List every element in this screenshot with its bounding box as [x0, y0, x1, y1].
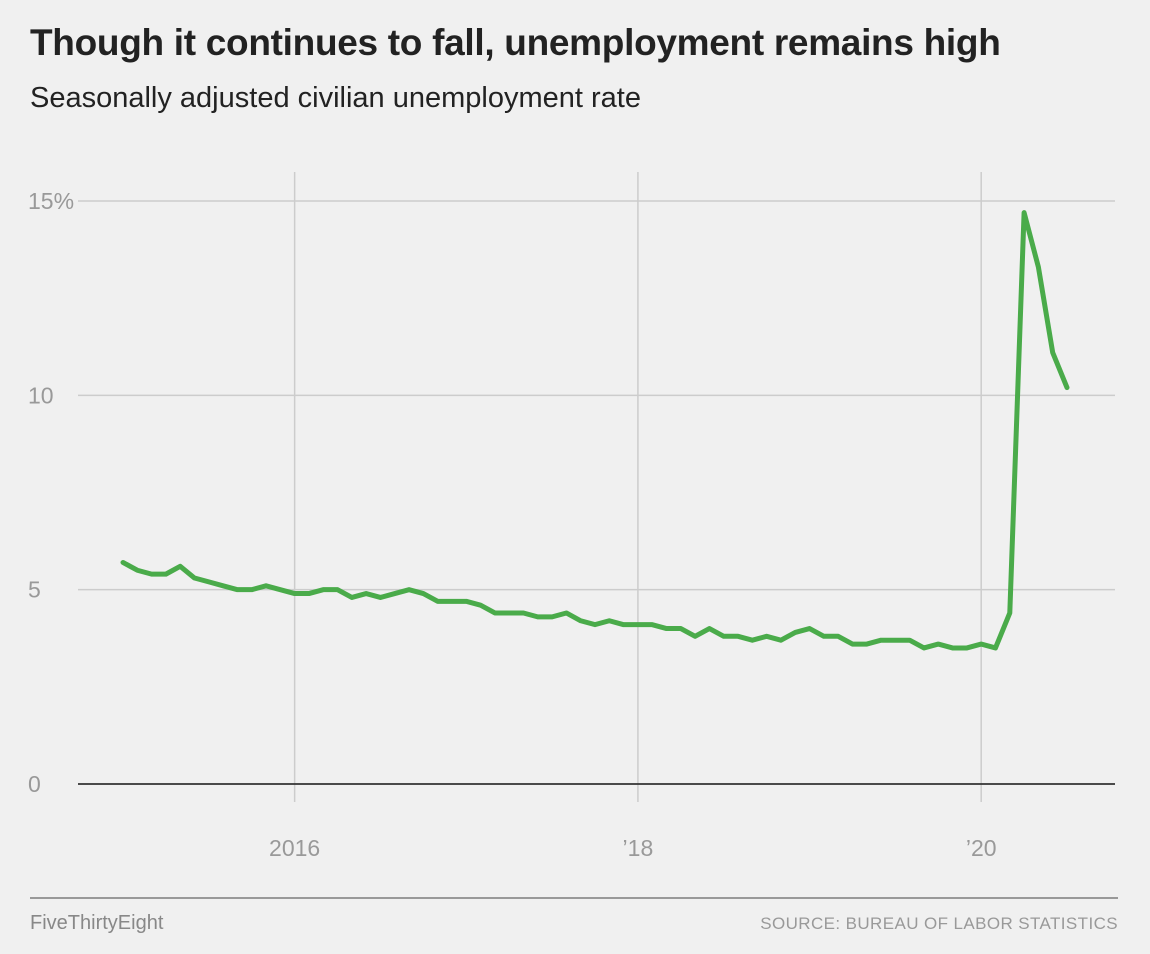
footer-divider — [30, 897, 1118, 899]
y-tick-label: 5 — [28, 577, 41, 603]
y-tick-label: 0 — [28, 771, 41, 797]
unemployment-rate-line — [120, 210, 1070, 651]
y-tick-label: 10 — [28, 382, 54, 408]
grid-layer — [78, 172, 1115, 802]
source-note: SOURCE: BUREAU OF LABOR STATISTICS — [760, 914, 1118, 933]
chart-title: Though it continues to fall, unemploymen… — [30, 22, 1001, 63]
y-tick-label: 15% — [28, 188, 74, 214]
x-tick-label: ’18 — [623, 835, 654, 861]
tick-layer: 2016 ’18 ’20 15% 10 5 0 — [28, 188, 997, 861]
brand-label: FiveThirtyEight — [30, 912, 164, 934]
line-chart: 2016 ’18 ’20 15% 10 5 0 — [28, 172, 1115, 861]
chart-subtitle: Seasonally adjusted civilian unemploymen… — [30, 82, 641, 114]
x-tick-label: ’20 — [966, 835, 997, 861]
series-layer — [120, 210, 1070, 651]
x-tick-label: 2016 — [269, 835, 320, 861]
